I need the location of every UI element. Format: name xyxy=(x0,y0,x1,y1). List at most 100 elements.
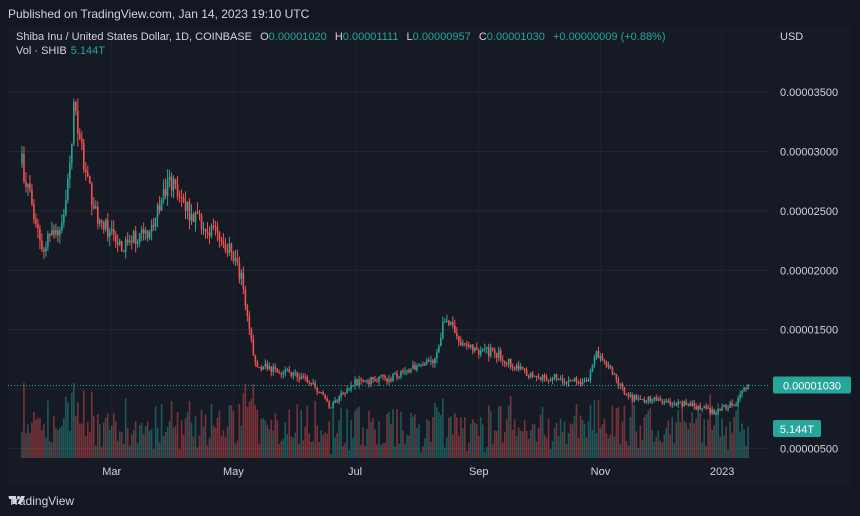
volume-bar xyxy=(388,411,390,458)
candle-body xyxy=(156,204,159,218)
volume-bar xyxy=(675,422,678,458)
candle-body xyxy=(661,400,664,403)
candle-body xyxy=(312,382,314,384)
candle-body xyxy=(627,395,630,397)
price-axis[interactable]: 0.00003500 0.00003000 0.00002500 0.00002000… xyxy=(780,87,838,455)
candle-body xyxy=(525,370,528,377)
volume-bar xyxy=(481,424,484,458)
candle-body xyxy=(743,387,745,391)
candle-body xyxy=(242,272,245,290)
candle-body xyxy=(148,231,151,238)
candle-body xyxy=(268,366,271,369)
candle-body xyxy=(432,360,434,364)
volume-bar xyxy=(376,444,378,458)
candle-body xyxy=(567,380,570,384)
volume-bar xyxy=(629,417,632,458)
volume-bar xyxy=(444,447,446,458)
candle-body xyxy=(206,231,209,233)
candle-body xyxy=(493,349,496,354)
candle-body xyxy=(515,365,518,369)
candle-body xyxy=(665,400,668,403)
candle-body xyxy=(707,407,709,409)
volume-value: 5.144T xyxy=(70,45,105,57)
currency-label[interactable]: USD xyxy=(780,31,804,43)
volume-bar xyxy=(51,442,53,458)
tradingview-brand[interactable]: TradingView xyxy=(8,494,74,508)
volume-bar xyxy=(49,441,51,458)
volume-bar xyxy=(33,411,35,458)
volume-bar xyxy=(551,441,554,458)
volume-bar xyxy=(513,419,516,458)
candle-body xyxy=(292,373,295,376)
candle-body xyxy=(134,231,137,244)
candle-body xyxy=(569,380,572,382)
candle-body xyxy=(380,375,382,377)
volume-bar xyxy=(150,428,153,458)
candle-body xyxy=(116,242,119,245)
volume-bar xyxy=(308,433,311,458)
candle-body xyxy=(511,366,514,368)
candle-body xyxy=(655,397,658,401)
volume-bar xyxy=(635,431,638,458)
volume-bar xyxy=(573,415,576,458)
candle-body xyxy=(575,377,578,382)
volume-bar xyxy=(489,411,492,458)
volume-bar xyxy=(535,441,538,458)
volume-bar xyxy=(485,446,488,458)
volume-bar xyxy=(448,417,450,458)
volume-bar xyxy=(563,421,566,458)
volume-bar xyxy=(531,424,534,458)
candle-body xyxy=(310,383,313,385)
volume-bar xyxy=(168,421,171,458)
candle-body xyxy=(719,408,721,411)
volume-bar xyxy=(426,419,428,458)
volume-bar xyxy=(569,423,572,458)
candle-body xyxy=(320,392,322,394)
volume-bar xyxy=(180,420,183,458)
volume-bar xyxy=(160,403,163,458)
volume-bar xyxy=(450,416,452,458)
volume-bar xyxy=(286,434,289,458)
time-axis[interactable]: Mar May Jul Sep Nov 2023 xyxy=(102,466,734,478)
candle-body xyxy=(553,374,556,378)
candle-body xyxy=(547,379,550,381)
volume-bar xyxy=(276,420,279,458)
volume-bar xyxy=(182,434,185,458)
candle-body xyxy=(300,376,303,379)
volume-bar xyxy=(106,413,109,458)
volume-bar xyxy=(272,430,275,458)
candle-body xyxy=(258,367,261,369)
volume-bar xyxy=(565,444,568,458)
volume-bar xyxy=(432,416,434,458)
candle-body xyxy=(621,383,624,388)
volume-bar xyxy=(84,436,87,458)
volume-bar xyxy=(190,422,193,458)
volume-bar xyxy=(79,423,81,458)
volume-bar xyxy=(222,430,225,458)
candle-body xyxy=(725,405,727,409)
candle-body xyxy=(322,392,324,395)
volume-bar xyxy=(386,413,388,458)
candle-body xyxy=(440,337,442,347)
volume-bar xyxy=(402,430,404,458)
volume-bar xyxy=(202,426,205,458)
volume-bar xyxy=(184,418,187,458)
candle-body xyxy=(434,358,436,364)
volume-label[interactable]: Vol · SHIB xyxy=(16,45,67,57)
candle-body xyxy=(741,390,743,394)
candle-body xyxy=(182,197,185,202)
chart-pane[interactable] xyxy=(8,26,852,486)
volume-bar xyxy=(292,437,295,458)
candle-body xyxy=(545,377,548,380)
volume-bar xyxy=(41,430,43,458)
volume-bar xyxy=(370,421,372,458)
candle-body xyxy=(491,347,494,350)
volume-bar xyxy=(220,436,223,458)
volume-bar xyxy=(577,438,580,458)
volume-bar xyxy=(436,407,438,458)
symbol-title[interactable]: Shiba Inu / United States Dollar, 1D, CO… xyxy=(16,31,253,43)
candle-body xyxy=(35,219,37,224)
candle-body xyxy=(63,214,65,223)
volume-bar xyxy=(88,432,91,458)
